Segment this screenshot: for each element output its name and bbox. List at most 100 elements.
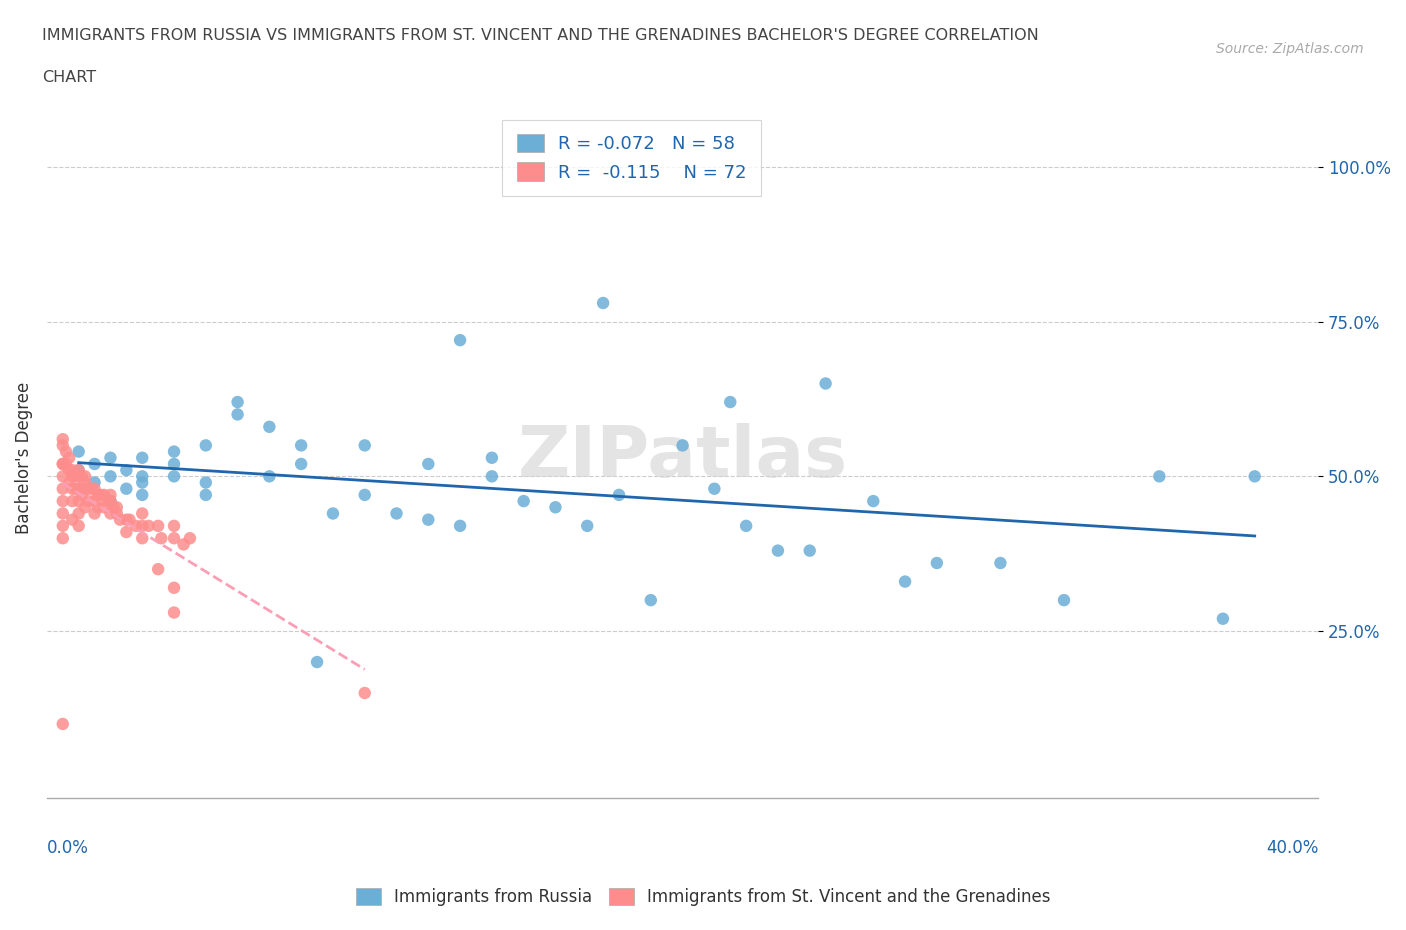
Point: [131, 518, 153, 533]
Point: [60, 482, 83, 497]
Text: IMMIGRANTS FROM RUSSIA VS IMMIGRANTS FROM ST. VINCENT AND THE GRENADINES BACHELO: IMMIGRANTS FROM RUSSIA VS IMMIGRANTS FRO…: [42, 28, 1039, 43]
Point: [481, 450, 503, 465]
Point: [163, 469, 186, 484]
Point: [990, 555, 1012, 570]
Point: [163, 518, 186, 533]
Text: CHART: CHART: [42, 70, 96, 85]
Text: 0.0%: 0.0%: [46, 839, 89, 857]
Point: [115, 482, 138, 497]
Point: [67, 506, 90, 521]
Point: [259, 419, 281, 434]
Point: [73, 475, 96, 490]
Point: [100, 494, 122, 509]
Point: [105, 506, 128, 521]
Point: [766, 543, 789, 558]
Point: [73, 469, 96, 484]
Point: [73, 482, 96, 497]
Point: [735, 518, 758, 533]
Point: [67, 469, 90, 484]
Point: [194, 487, 217, 502]
Point: [576, 518, 599, 533]
Text: ZIPatlas: ZIPatlas: [517, 423, 848, 492]
Point: [83, 457, 105, 472]
Point: [163, 445, 186, 459]
Point: [150, 531, 173, 546]
Point: [131, 475, 153, 490]
Point: [77, 494, 100, 509]
Point: [60, 494, 83, 509]
Point: [52, 518, 75, 533]
Point: [77, 482, 100, 497]
Point: [671, 438, 693, 453]
Point: [83, 506, 105, 521]
Point: [385, 506, 408, 521]
Point: [108, 512, 131, 527]
Point: [307, 655, 329, 670]
Point: [146, 518, 169, 533]
Point: [115, 525, 138, 539]
Point: [703, 482, 725, 497]
Point: [125, 518, 148, 533]
Point: [83, 494, 105, 509]
Point: [259, 469, 281, 484]
Point: [481, 469, 503, 484]
Point: [67, 463, 90, 478]
Point: [131, 469, 153, 484]
Point: [67, 494, 90, 509]
Point: [1053, 592, 1076, 607]
Point: [163, 580, 186, 595]
Point: [58, 475, 80, 490]
Point: [322, 506, 344, 521]
Point: [67, 482, 90, 497]
Point: [103, 499, 125, 514]
Point: [58, 450, 80, 465]
Point: [52, 438, 75, 453]
Point: [138, 518, 160, 533]
Point: [173, 537, 195, 551]
Point: [131, 487, 153, 502]
Point: [52, 531, 75, 546]
Point: [131, 450, 153, 465]
Point: [65, 469, 87, 484]
Point: [67, 445, 90, 459]
Point: [449, 333, 471, 348]
Point: [52, 469, 75, 484]
Point: [449, 518, 471, 533]
Point: [80, 482, 103, 497]
Point: [100, 450, 122, 465]
Point: [862, 494, 884, 509]
Point: [87, 499, 110, 514]
Point: [179, 531, 201, 546]
Y-axis label: Bachelor's Degree: Bachelor's Degree: [15, 381, 32, 534]
Point: [512, 494, 534, 509]
Point: [83, 475, 105, 490]
Point: [925, 555, 948, 570]
Point: [544, 499, 567, 514]
Point: [55, 445, 77, 459]
Point: [73, 499, 96, 514]
Point: [799, 543, 821, 558]
Point: [105, 499, 128, 514]
Point: [592, 296, 614, 311]
Point: [70, 487, 93, 502]
Point: [1243, 469, 1265, 484]
Point: [100, 487, 122, 502]
Point: [115, 512, 138, 527]
Point: [100, 469, 122, 484]
Point: [67, 518, 90, 533]
Point: [93, 487, 115, 502]
Point: [1149, 469, 1171, 484]
Point: [418, 457, 440, 472]
Point: [60, 463, 83, 478]
Point: [226, 407, 249, 422]
Point: [100, 494, 122, 509]
Point: [131, 531, 153, 546]
Point: [163, 605, 186, 620]
Point: [163, 531, 186, 546]
Point: [100, 506, 122, 521]
Point: [52, 457, 75, 472]
Point: [353, 438, 375, 453]
Point: [718, 394, 741, 409]
Point: [52, 432, 75, 446]
Point: [814, 376, 837, 391]
